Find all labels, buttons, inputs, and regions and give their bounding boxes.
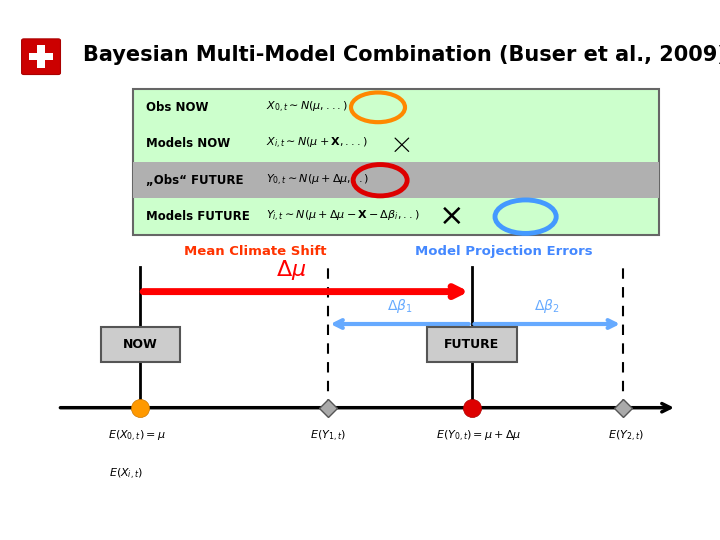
Text: $X_{i,t} \sim N(\mu + \mathbf{X},...)$: $X_{i,t} \sim N(\mu + \mathbf{X},...)$ <box>266 136 368 151</box>
Text: $\Delta\beta_1$: $\Delta\beta_1$ <box>387 298 413 315</box>
Text: Mean Climate Shift: Mean Climate Shift <box>184 245 327 258</box>
Text: $E(Y_{1,t})$: $E(Y_{1,t})$ <box>310 429 346 444</box>
Text: $E(X_{i,t})$: $E(X_{i,t})$ <box>109 467 143 482</box>
Text: Obs NOW: Obs NOW <box>146 101 209 114</box>
Text: Bayesian Multi-Model Combination (Buser et al., 2009): Bayesian Multi-Model Combination (Buser … <box>83 45 720 65</box>
FancyBboxPatch shape <box>22 39 60 75</box>
Text: $Y_{0,t} \sim N(\mu + \Delta\mu,..)$: $Y_{0,t} \sim N(\mu + \Delta\mu,..)$ <box>266 173 370 188</box>
FancyBboxPatch shape <box>426 327 517 362</box>
Text: $Y_{i,t} \sim N(\mu + \Delta\mu - \mathbf{X} - \Delta\beta_i,..)$: $Y_{i,t} \sim N(\mu + \Delta\mu - \mathb… <box>266 209 420 224</box>
Text: $\times$: $\times$ <box>389 129 410 158</box>
Text: $E(Y_{2,t})$: $E(Y_{2,t})$ <box>608 429 644 444</box>
Text: NOW: NOW <box>123 338 158 351</box>
Text: $\Delta\mu$: $\Delta\mu$ <box>276 258 307 282</box>
Text: FUTURE: FUTURE <box>444 338 499 351</box>
Text: Models FUTURE: Models FUTURE <box>146 210 250 223</box>
FancyBboxPatch shape <box>133 162 659 199</box>
Text: $\times$: $\times$ <box>438 202 462 231</box>
FancyBboxPatch shape <box>29 53 53 60</box>
Text: $\Delta\beta_2$: $\Delta\beta_2$ <box>534 298 560 315</box>
Text: Models NOW: Models NOW <box>146 137 230 150</box>
Text: $E(Y_{0,t}) = \mu + \Delta\mu$: $E(Y_{0,t}) = \mu + \Delta\mu$ <box>436 429 521 444</box>
Text: $E(X_{0,t}) = \mu$: $E(X_{0,t}) = \mu$ <box>108 429 166 444</box>
FancyBboxPatch shape <box>101 327 180 362</box>
Text: $X_{0,t} \sim N(\mu,...)$: $X_{0,t} \sim N(\mu,...)$ <box>266 100 348 115</box>
Text: Model Projection Errors: Model Projection Errors <box>415 245 593 258</box>
FancyBboxPatch shape <box>37 45 45 68</box>
FancyBboxPatch shape <box>133 89 659 235</box>
Text: „Obs“ FUTURE: „Obs“ FUTURE <box>146 174 243 187</box>
